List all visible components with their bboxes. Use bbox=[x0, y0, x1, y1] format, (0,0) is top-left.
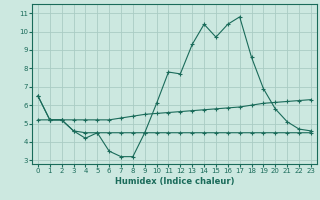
X-axis label: Humidex (Indice chaleur): Humidex (Indice chaleur) bbox=[115, 177, 234, 186]
